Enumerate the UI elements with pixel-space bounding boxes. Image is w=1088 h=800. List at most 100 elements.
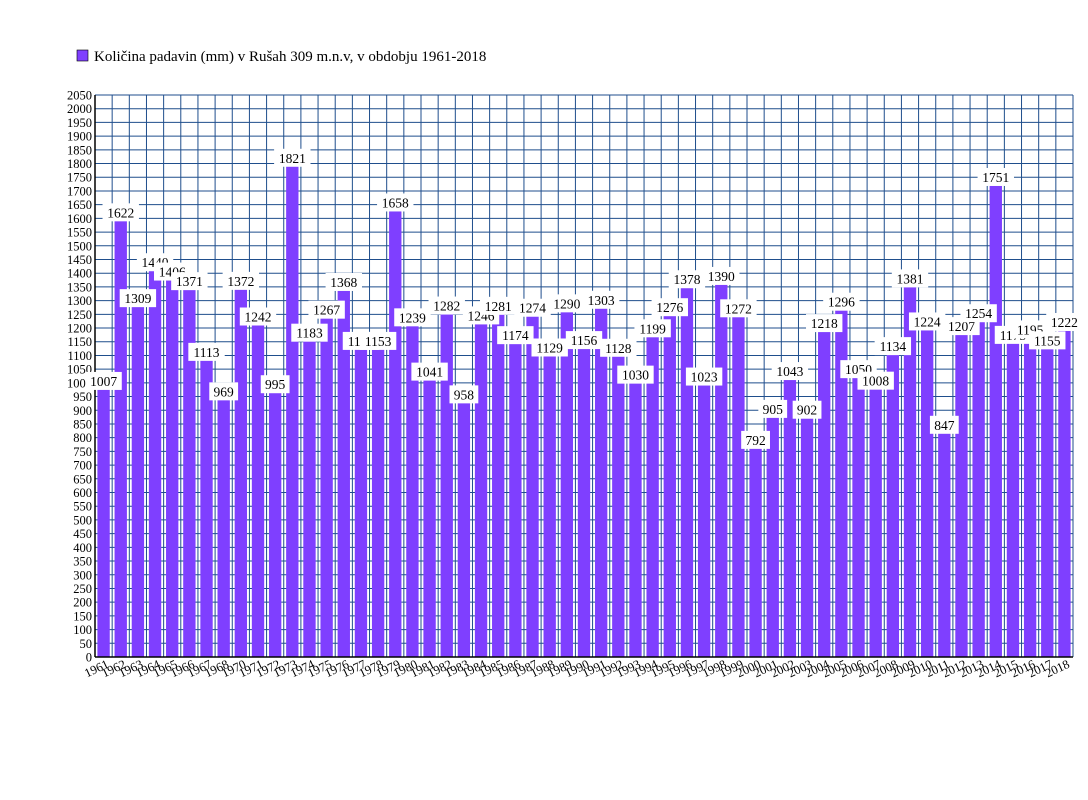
data-label-box [325, 272, 362, 291]
y-tick-label: 1150 [67, 335, 92, 349]
data-label: 1128 [600, 338, 637, 357]
data-label: 1156 [565, 331, 603, 350]
bar [732, 308, 745, 657]
legend: Količina padavin (mm) v Rušah 309 m.n.v,… [76, 49, 486, 65]
data-label: 902 [792, 400, 822, 419]
bar [268, 384, 282, 657]
data-label-box [792, 400, 822, 419]
data-label-text: 1128 [605, 341, 632, 356]
data-label-text: 1155 [1034, 333, 1061, 348]
y-tick-label: 600 [73, 486, 92, 500]
bar [474, 315, 488, 657]
data-label-text: 1276 [656, 300, 683, 315]
data-label: 1281 [480, 296, 517, 315]
y-tick-label: 1600 [67, 212, 92, 226]
data-label-text: 1242 [245, 310, 272, 325]
data-label: 1199 [634, 319, 671, 338]
data-labels: 1007162213091440140613711113969137212429… [85, 148, 1083, 449]
data-label-box [428, 296, 465, 315]
bar [440, 305, 453, 657]
data-label-box [703, 266, 740, 285]
data-label-box [823, 292, 860, 311]
data-label-text: 1207 [948, 319, 975, 334]
data-label: 1030 [617, 365, 654, 384]
data-label-box [634, 319, 671, 338]
data-label-box [85, 371, 122, 390]
x-tick-labels: 1961196219631964196519661967196819701971… [82, 657, 1071, 681]
bar [492, 305, 505, 657]
bar [818, 323, 831, 657]
y-tick-label: 850 [73, 417, 92, 431]
data-label-text: 1113 [194, 345, 220, 360]
y-tick-label: 1950 [67, 116, 92, 130]
y-tick-label: 1100 [67, 349, 92, 363]
data-label-text: 1129 [536, 340, 563, 355]
y-tick-label: 500 [73, 513, 92, 527]
data-label: 1174 [497, 326, 534, 345]
data-label-text: 1296 [828, 295, 855, 310]
data-label: 1309 [119, 289, 157, 308]
y-tick-label: 100 [73, 623, 92, 637]
data-label-box [565, 331, 603, 350]
bar [286, 157, 299, 657]
data-label: 1008 [857, 371, 894, 390]
data-label-text: 1222 [1051, 315, 1078, 330]
y-tick-label: 50 [80, 637, 93, 651]
data-label-box [260, 375, 290, 394]
y-tick-label: 1550 [67, 226, 92, 240]
legend-swatch [76, 49, 89, 62]
data-label-box [119, 289, 157, 308]
data-label-text: 995 [265, 377, 286, 392]
data-label: 1368 [325, 272, 362, 291]
data-label-box [274, 148, 311, 167]
legend-label: Količina padavin (mm) v Rušah 309 m.n.v,… [94, 49, 486, 65]
data-label-text: 792 [745, 433, 765, 448]
data-label-box [359, 331, 397, 350]
data-label: 1267 [308, 300, 345, 319]
data-label: 1272 [720, 299, 757, 318]
data-label-box [411, 362, 448, 381]
bar [371, 340, 385, 657]
bar [938, 424, 951, 657]
y-tick-label: 300 [73, 568, 92, 582]
bar [97, 380, 110, 657]
data-label-text: 1274 [519, 301, 546, 316]
data-label-text: 905 [763, 402, 784, 417]
data-label-text: 1390 [708, 269, 735, 284]
bar [766, 408, 779, 657]
bar [543, 347, 556, 657]
data-label-text: 1174 [502, 328, 529, 343]
data-label-text: 1254 [965, 306, 992, 321]
data-label-box [239, 307, 277, 326]
y-tick-label: 2050 [67, 89, 92, 103]
data-label-text: 1030 [622, 368, 649, 383]
data-label-box [377, 193, 414, 212]
bar [629, 374, 642, 657]
data-label: 1218 [806, 314, 843, 333]
data-label: 1129 [531, 338, 568, 357]
data-label: 1155 [1029, 331, 1066, 350]
bar [715, 275, 728, 657]
data-label: 958 [449, 385, 479, 404]
y-tick-label: 350 [73, 555, 92, 569]
y-tick-label: 1250 [67, 308, 92, 322]
data-label: 1371 [171, 272, 208, 291]
y-tick-label: 400 [73, 541, 92, 555]
bar [560, 303, 574, 657]
data-label: 1254 [960, 304, 997, 323]
data-label-box [685, 367, 723, 386]
y-tick-label: 1800 [67, 157, 92, 171]
data-label: 1242 [239, 307, 277, 326]
data-label-box [497, 326, 534, 345]
bar [406, 317, 419, 657]
y-tick-label: 1200 [67, 322, 92, 336]
bar [509, 335, 522, 657]
bar [800, 409, 814, 657]
data-label-box [171, 272, 208, 291]
data-label-box [548, 294, 586, 313]
y-tick-label: 1500 [67, 239, 92, 253]
data-label-box [977, 167, 1014, 186]
data-label-box [514, 298, 551, 317]
data-label-text: 958 [454, 387, 475, 402]
bar [423, 371, 436, 657]
